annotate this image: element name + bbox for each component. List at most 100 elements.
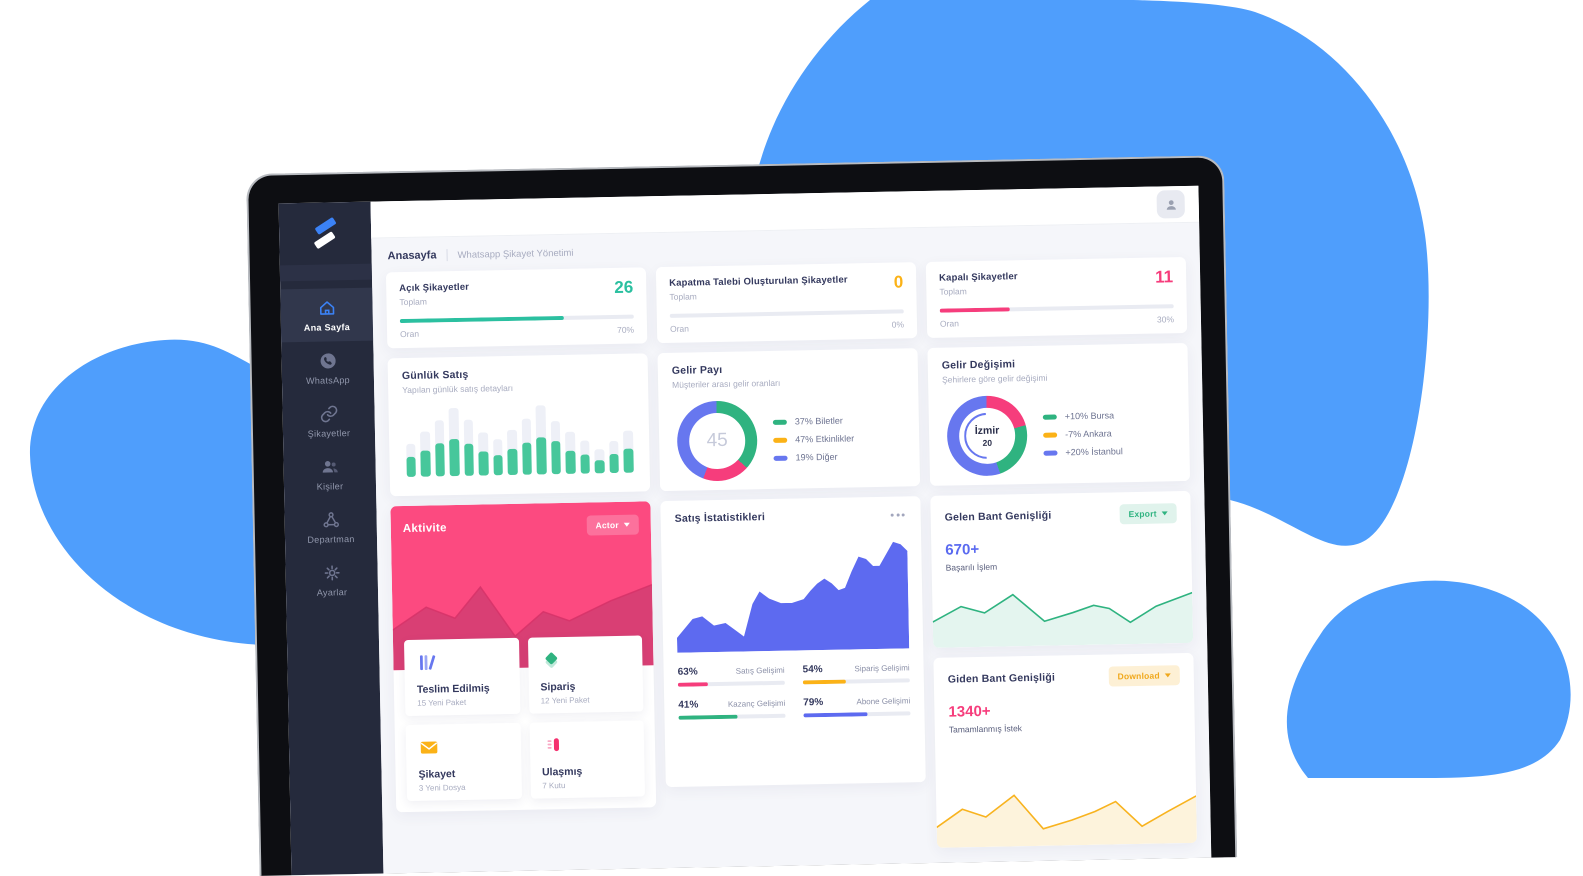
stat-footer-label: Oran xyxy=(940,318,959,328)
dashboard-screen: Ana Sayfa WhatsApp Şik xyxy=(279,186,1212,876)
stat-percent: 79% xyxy=(803,697,823,708)
stat-footer-value: 30% xyxy=(1157,314,1174,324)
stat-name: Kazanç Gelişimi xyxy=(728,699,786,709)
mini-card-title: Ulaşmış xyxy=(542,765,633,779)
bandwidth-subtitle: Tamamlanmış İstek xyxy=(949,720,1181,734)
legend-item: 47% Etkinlikler xyxy=(773,433,854,445)
envelope-icon xyxy=(418,736,440,758)
card-title: Günlük Satış xyxy=(402,366,634,382)
donut-center-value: 45 xyxy=(706,430,728,452)
bandwidth-column: Gelen Bant Genişliği Export 670+ Başarıl… xyxy=(930,491,1197,848)
stat-footer-value: 70% xyxy=(617,325,634,335)
mini-card-teslim-edilmis: Teslim Edilmiş 15 Yeni Paket xyxy=(404,638,520,716)
stat-name: Satış Gelişimi xyxy=(736,666,785,676)
gunluk-satis-card: Günlük Satış Yapılan günlük satış detayl… xyxy=(388,353,651,496)
bar xyxy=(608,401,619,473)
stat-footer-value: 0% xyxy=(892,319,904,329)
sales-area-chart xyxy=(675,530,909,652)
stat-card-acik-sikayetler: Açık Şikayetler Toplam 26 Oran 70% xyxy=(386,267,647,348)
bar xyxy=(622,401,633,473)
stat-footer-label: Oran xyxy=(400,329,419,339)
daily-sales-bar-chart xyxy=(402,401,635,477)
progress-fill xyxy=(400,316,564,323)
card-subtitle: Şehirlere göre gelir değişimi xyxy=(942,370,1174,384)
legend-label: -7% Ankara xyxy=(1065,428,1112,439)
mini-card-title: Şikayet xyxy=(418,767,509,781)
stat-subtitle: Toplam xyxy=(939,285,1018,297)
stat-percent: 54% xyxy=(803,664,823,675)
stat-name: Abone Gelişimi xyxy=(856,696,910,706)
mini-card-title: Teslim Edilmiş xyxy=(417,682,508,696)
legend-label: 47% Etkinlikler xyxy=(795,433,854,444)
progress-fill xyxy=(803,680,846,685)
progress-track xyxy=(940,304,1174,312)
legend-swatch xyxy=(1043,450,1057,455)
diamond-icon xyxy=(540,649,562,671)
bar xyxy=(521,403,532,475)
bottom-right-blob xyxy=(1287,581,1571,778)
stat-subtitle: Toplam xyxy=(669,288,848,301)
stat-percent: 63% xyxy=(678,666,698,677)
sidebar-item-kisiler[interactable]: Kişiler xyxy=(283,447,376,502)
sidebar-item-ayarlar[interactable]: Ayarlar xyxy=(285,553,378,608)
sidebar-item-departman[interactable]: Departman xyxy=(284,500,377,555)
sidebar-item-label: Ana Sayfa xyxy=(304,322,350,333)
bar xyxy=(463,404,474,476)
bar xyxy=(506,403,517,475)
bar xyxy=(448,404,459,476)
actor-dropdown-button[interactable]: Actor xyxy=(586,515,639,536)
legend: +10% Bursa -7% Ankara +20% İstanbul xyxy=(1043,410,1123,458)
breadcrumb-home-link[interactable]: Anasayfa xyxy=(387,249,436,262)
network-icon xyxy=(321,510,340,529)
mini-card-title: Sipariş xyxy=(540,680,631,694)
legend-swatch xyxy=(1043,432,1057,437)
avatar[interactable] xyxy=(1156,190,1185,219)
mini-card-ulasmis: Ulaşmış 7 Kutu xyxy=(529,720,645,798)
bar xyxy=(477,403,488,475)
user-icon xyxy=(1162,196,1179,213)
breadcrumb-divider xyxy=(446,249,447,261)
whatsapp-icon xyxy=(318,351,337,370)
progress-track xyxy=(803,711,910,717)
sidebar-item-sikayetler[interactable]: Şikayetler xyxy=(282,394,375,449)
gelir-payi-card: Gelir Payı Müşteriler arası gelir oranla… xyxy=(658,348,921,491)
more-horizontal-icon[interactable] xyxy=(889,511,907,518)
sidebar-section-divider xyxy=(280,264,372,282)
download-dropdown-button[interactable]: Download xyxy=(1108,665,1180,686)
legend-swatch xyxy=(773,437,787,442)
card-title: Aktivite xyxy=(403,522,447,535)
chevron-down-icon xyxy=(1162,511,1168,515)
sidebar-item-label: Kişiler xyxy=(317,481,344,492)
incoming-bandwidth-line-chart xyxy=(932,575,1193,648)
sidebar-item-label: WhatsApp xyxy=(306,375,350,386)
sidebar-item-whatsapp[interactable]: WhatsApp xyxy=(281,341,374,396)
stat-value: 26 xyxy=(614,279,633,296)
sidebar-item-ana-sayfa[interactable]: Ana Sayfa xyxy=(280,288,373,343)
legend-item: 19% Diğer xyxy=(773,451,854,463)
books-icon xyxy=(416,651,438,673)
sales-stat: 63% Satış Gelişimi xyxy=(678,665,785,687)
app-logo[interactable] xyxy=(279,202,372,266)
sidebar-item-label: Ayarlar xyxy=(317,587,348,598)
stat-value: 11 xyxy=(1155,268,1173,285)
legend-item: +10% Bursa xyxy=(1043,410,1122,422)
progress-track xyxy=(678,714,785,720)
bar xyxy=(405,405,416,477)
legend-swatch xyxy=(773,419,787,424)
legend: 37% Biletler 47% Etkinlikler 19% Diğer xyxy=(773,415,855,463)
button-label: Actor xyxy=(596,520,619,530)
card-title: Giden Bant Genişliği xyxy=(948,672,1055,686)
bar xyxy=(419,405,430,477)
chevron-down-icon xyxy=(1165,673,1171,677)
gelir-degisimi-card: Gelir Değişimi Şehirlere göre gelir deği… xyxy=(927,343,1190,486)
legend-item: +20% İstanbul xyxy=(1043,446,1122,458)
mini-card-sikayet: Şikayet 3 Yeni Dosya xyxy=(406,723,522,801)
export-dropdown-button[interactable]: Export xyxy=(1119,503,1176,524)
progress-track xyxy=(400,315,634,323)
stat-name: Sipariş Gelişimi xyxy=(854,663,909,673)
gear-icon xyxy=(322,563,341,582)
progress-fill xyxy=(940,307,1010,312)
outgoing-bandwidth-line-chart xyxy=(936,775,1197,848)
stat-value: 0 xyxy=(894,273,904,290)
bar xyxy=(564,402,575,474)
